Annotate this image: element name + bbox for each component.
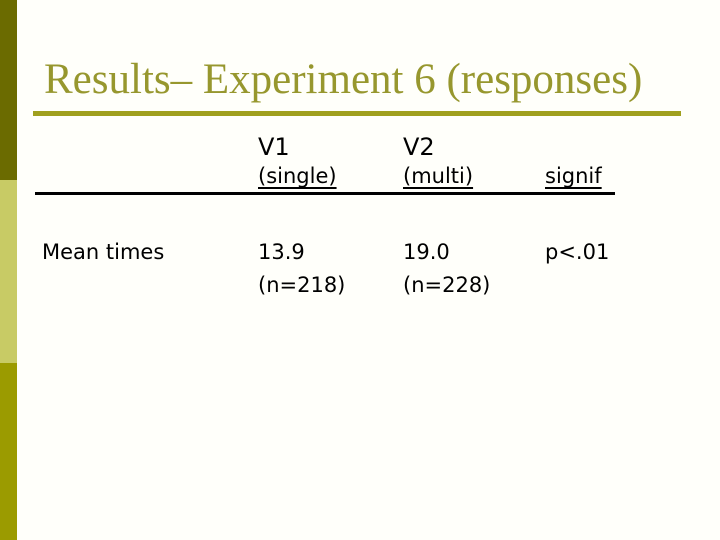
header-label-cell — [35, 130, 258, 191]
cell-v1: 13.9 (n=218) — [258, 236, 403, 302]
cell-signif: p<.01 — [545, 236, 615, 302]
sidebar-segment-bottom — [0, 363, 17, 540]
column-subheader-signif: signif — [545, 164, 602, 188]
slide-title: Results– Experiment 6 (responses) — [44, 56, 643, 103]
cell-v2: 19.0 (n=228) — [403, 236, 545, 302]
table-header-row: V1 (single) V2 (multi) signif — [35, 130, 615, 195]
sidebar-segment-top — [0, 0, 17, 180]
column-header-v1: V1 — [258, 133, 290, 161]
title-underline-rule — [33, 111, 681, 116]
column-subheader-v2: (multi) — [403, 164, 474, 188]
column-subheader-v1: (single) — [258, 164, 337, 188]
v1-sample-size: (n=218) — [258, 273, 346, 297]
sidebar-segment-middle — [0, 180, 17, 363]
sidebar-decoration — [0, 0, 17, 540]
significance-value: p<.01 — [545, 240, 610, 264]
results-table: V1 (single) V2 (multi) signif Mean times… — [35, 130, 615, 302]
v2-mean-value: 19.0 — [403, 240, 450, 264]
v1-mean-value: 13.9 — [258, 240, 305, 264]
header-cell-v2: V2 (multi) — [403, 130, 545, 191]
header-cell-v1: V1 (single) — [258, 130, 403, 191]
row-label: Mean times — [42, 240, 165, 264]
column-header-v2: V2 — [403, 133, 435, 161]
header-cell-signif: signif — [545, 164, 615, 191]
table-row-mean-times: Mean times 13.9 (n=218) 19.0 (n=228) p<.… — [35, 236, 615, 302]
v2-sample-size: (n=228) — [403, 273, 491, 297]
